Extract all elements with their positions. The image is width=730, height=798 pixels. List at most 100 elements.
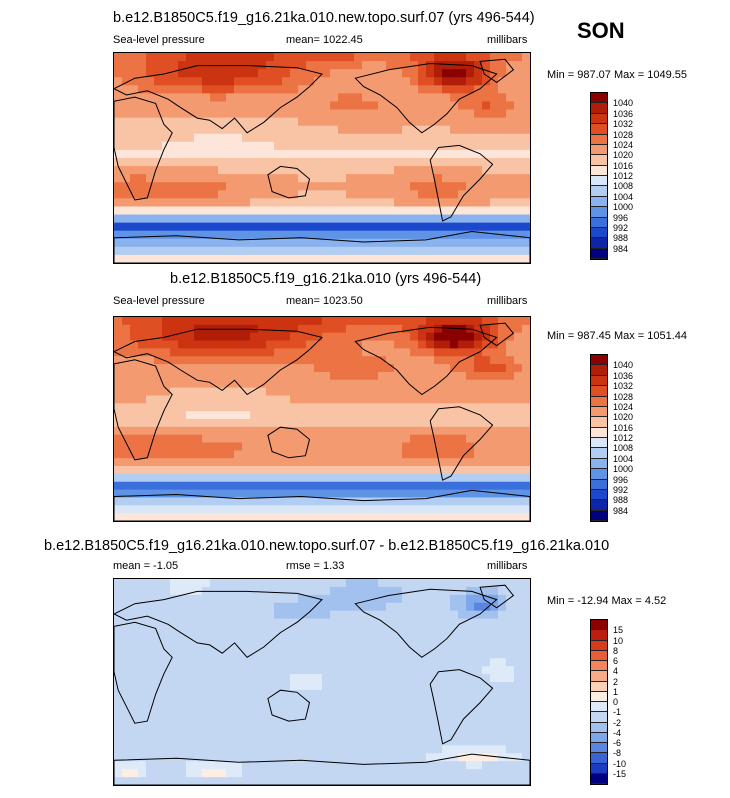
field-cell <box>210 689 219 699</box>
field-cell <box>354 442 363 451</box>
field-cell <box>506 434 515 444</box>
field-cell <box>178 594 187 604</box>
field-cell <box>458 395 467 404</box>
field-cell <box>274 182 283 191</box>
field-cell <box>242 166 251 175</box>
field-cell <box>258 634 267 643</box>
field-cell <box>482 77 491 86</box>
field-cell <box>194 85 203 94</box>
field-cell <box>234 222 243 232</box>
field-cell <box>122 473 131 483</box>
field-cell <box>498 371 507 381</box>
field-cell <box>330 626 339 636</box>
field-cell <box>498 674 507 683</box>
field-cell <box>210 198 219 208</box>
field-cell <box>386 489 395 499</box>
field-cell <box>522 697 530 707</box>
field-cell <box>186 85 195 94</box>
field-cell <box>178 777 187 785</box>
field-cell <box>490 513 499 521</box>
field-cell <box>450 721 459 731</box>
field-cell <box>370 489 379 499</box>
field-cell <box>250 364 259 373</box>
field-cell <box>122 705 131 715</box>
field-cell <box>162 721 171 731</box>
field-cell <box>170 93 179 103</box>
field-cell <box>234 254 243 263</box>
field-cell <box>474 481 483 491</box>
field-cell <box>514 594 523 604</box>
field-cell <box>154 371 163 381</box>
field-cell <box>394 149 403 159</box>
colorbar-cell <box>591 406 607 418</box>
field-cell <box>522 109 530 119</box>
field-cell <box>506 230 515 240</box>
field-cell <box>114 666 123 675</box>
field-cell <box>338 340 347 349</box>
field-cell <box>154 777 163 785</box>
field-cell <box>354 761 363 770</box>
field-cell <box>114 206 123 216</box>
field-cell <box>154 761 163 770</box>
field-cell <box>362 371 371 381</box>
field-cell <box>450 371 459 381</box>
field-cell <box>450 182 459 191</box>
field-cell <box>258 69 267 78</box>
field-cell <box>186 403 195 412</box>
field-cell <box>202 579 211 588</box>
field-cell <box>138 505 147 514</box>
field-cell <box>410 158 419 167</box>
field-cell <box>170 141 179 151</box>
field-cell <box>258 174 267 183</box>
field-cell <box>114 190 123 199</box>
field-cell <box>386 364 395 373</box>
field-cell <box>274 705 283 715</box>
field-cell <box>490 579 499 588</box>
field-cell <box>298 489 307 499</box>
field-cell <box>154 141 163 151</box>
field-cell <box>178 174 187 183</box>
field-cell <box>162 777 171 785</box>
field-cell <box>418 489 427 499</box>
field-cell <box>442 125 451 135</box>
field-cell <box>154 222 163 232</box>
field-cell <box>162 737 171 746</box>
field-cell <box>434 61 443 70</box>
field-cell <box>490 634 499 643</box>
field-cell <box>202 594 211 604</box>
field-cell <box>162 466 171 475</box>
field-cell <box>370 777 379 785</box>
field-cell <box>170 198 179 208</box>
field-cell <box>498 642 507 651</box>
field-cell <box>394 761 403 770</box>
field-cell <box>226 158 235 167</box>
field-cell <box>474 379 483 389</box>
field-cell <box>298 450 307 459</box>
field-cell <box>178 658 187 667</box>
field-cell <box>130 348 139 357</box>
field-cell <box>410 713 419 723</box>
field-cell <box>354 458 363 467</box>
field-cell <box>194 411 203 420</box>
field-cell <box>218 198 227 208</box>
field-cell <box>394 481 403 491</box>
field-cell <box>498 403 507 412</box>
field-cell <box>226 513 235 521</box>
field-cell <box>322 426 331 436</box>
field-cell <box>138 442 147 451</box>
field-cell <box>466 481 475 491</box>
field-cell <box>178 650 187 659</box>
field-cell <box>418 777 427 785</box>
field-cell <box>194 761 203 770</box>
field-cell <box>290 689 299 699</box>
field-cell <box>162 371 171 381</box>
field-cell <box>466 254 475 263</box>
field-cell <box>258 466 267 475</box>
field-cell <box>202 332 211 342</box>
field-cell <box>498 238 507 248</box>
field-cell <box>426 356 435 365</box>
field-cell <box>282 674 291 683</box>
field-cell <box>346 626 355 636</box>
field-cell <box>154 411 163 420</box>
field-cell <box>418 713 427 723</box>
